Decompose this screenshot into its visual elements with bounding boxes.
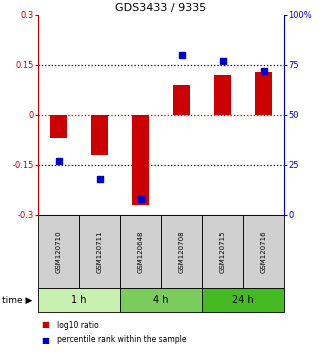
Point: [97, 176, 102, 182]
Text: log10 ratio: log10 ratio: [57, 320, 99, 330]
Text: GSM120648: GSM120648: [137, 230, 143, 273]
Text: GSM120710: GSM120710: [56, 230, 62, 273]
Text: 4 h: 4 h: [153, 295, 169, 305]
Point: [138, 196, 143, 202]
Text: time ▶: time ▶: [2, 296, 32, 304]
Point: [261, 68, 266, 74]
Text: ■: ■: [41, 320, 49, 330]
Text: GSM120711: GSM120711: [97, 230, 102, 273]
Bar: [132, 115, 149, 205]
Title: GDS3433 / 9335: GDS3433 / 9335: [115, 3, 207, 13]
Bar: [255, 72, 272, 115]
Bar: [50, 115, 67, 138]
Text: 1 h: 1 h: [71, 295, 87, 305]
Bar: [173, 85, 190, 115]
Text: GSM120716: GSM120716: [261, 230, 266, 273]
Bar: [91, 115, 108, 155]
Bar: [214, 75, 231, 115]
Text: 24 h: 24 h: [232, 295, 254, 305]
Point: [179, 52, 184, 58]
Point: [220, 58, 225, 64]
Text: ■: ■: [41, 336, 49, 344]
Point: [56, 158, 61, 164]
Text: percentile rank within the sample: percentile rank within the sample: [57, 336, 187, 344]
Text: GSM120708: GSM120708: [178, 230, 185, 273]
Text: GSM120715: GSM120715: [220, 230, 225, 273]
